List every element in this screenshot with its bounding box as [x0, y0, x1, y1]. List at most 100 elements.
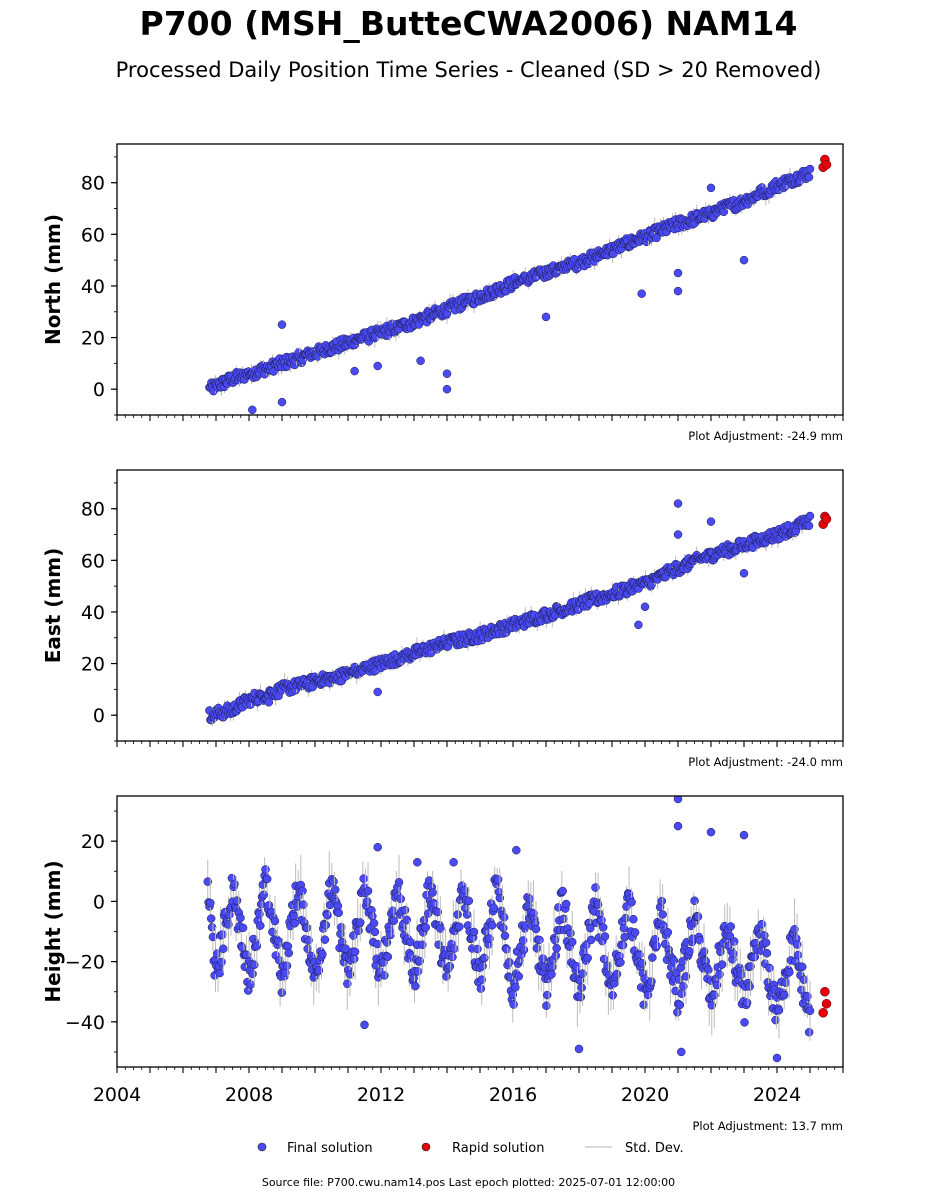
- height-data-point: [514, 972, 524, 981]
- height-data-point: [790, 925, 799, 934]
- north-ytick-label: 80: [81, 173, 105, 195]
- height-data-point: [248, 969, 257, 979]
- height-data-point: [428, 888, 437, 897]
- height-ytick-label: 0: [93, 891, 105, 913]
- height-data-point: [567, 937, 577, 947]
- height-data-point: [505, 957, 514, 967]
- east-rapid-point: [821, 514, 832, 524]
- height-outlier-point: [673, 821, 683, 831]
- legend-stddev-label: Std. Dev.: [625, 1141, 684, 1156]
- north-outlier-point: [637, 289, 646, 298]
- height-data-point: [236, 913, 245, 923]
- north-outlier-point: [248, 405, 257, 415]
- height-data-point: [343, 979, 352, 988]
- height-data-point: [206, 914, 216, 923]
- height-data-point: [675, 1000, 685, 1010]
- height-data-point: [505, 973, 515, 982]
- height-data-point: [695, 935, 704, 945]
- height-data-point: [396, 894, 405, 904]
- height-data-point: [685, 947, 694, 956]
- height-xtick-label: 2016: [489, 1084, 537, 1106]
- height-ylabel: Height (mm): [41, 860, 65, 1002]
- height-data-point: [469, 927, 479, 937]
- height-data-point: [270, 916, 280, 926]
- north-outlier-point: [739, 255, 749, 265]
- height-points: [203, 796, 832, 1063]
- height-data-point: [648, 953, 657, 962]
- height-data-point: [803, 992, 812, 1001]
- height-data-point: [433, 907, 443, 917]
- height-data-point: [232, 896, 242, 905]
- height-data-point: [627, 897, 636, 907]
- north-outlier-point: [277, 320, 287, 329]
- height-data-point: [793, 950, 803, 960]
- height-data-point: [679, 982, 688, 991]
- height-data-point: [554, 903, 563, 912]
- height-data-point: [356, 918, 365, 927]
- height-data-point: [415, 956, 424, 966]
- east-ytick-label: 80: [81, 499, 105, 521]
- height-data-point: [690, 896, 699, 906]
- east-panel: 0 20 40 60 80 East (mm) Plot Adjustment: -24.0…: [41, 469, 844, 769]
- height-xtick-label: 2008: [225, 1084, 273, 1106]
- height-outlier-point: [673, 796, 683, 804]
- height-data-point: [262, 874, 272, 884]
- height-data-point: [256, 921, 265, 930]
- north-outlier-point: [442, 384, 452, 394]
- height-data-point: [550, 935, 560, 945]
- height-data-point: [561, 899, 571, 909]
- north-outlier-point: [373, 361, 382, 371]
- height-data-point: [430, 899, 439, 908]
- height-outlier-point: [677, 1047, 686, 1057]
- height-data-point: [547, 970, 556, 979]
- height-data-point: [647, 977, 656, 986]
- height-rapid-point: [820, 986, 830, 997]
- height-data-point: [394, 878, 404, 887]
- height-data-point: [583, 953, 592, 963]
- east-outlier-point: [706, 517, 716, 526]
- height-data-point: [552, 944, 561, 953]
- height-data-point: [277, 988, 287, 997]
- height-data-point: [383, 952, 393, 962]
- height-data-point: [699, 947, 709, 956]
- height-data-point: [673, 1008, 682, 1017]
- north-data-point: [804, 172, 814, 182]
- height-data-point: [639, 1000, 648, 1010]
- east-ylabel: East (mm): [41, 548, 65, 664]
- height-data-point: [785, 967, 794, 977]
- height-data-point: [742, 998, 752, 1007]
- height-data-point: [282, 961, 292, 971]
- height-data-point: [717, 960, 727, 969]
- height-data-point: [480, 953, 489, 963]
- height-data-point: [373, 939, 382, 949]
- height-data-point: [740, 1018, 749, 1027]
- height-ytick-label: −20: [65, 952, 105, 974]
- height-data-point: [710, 990, 719, 1000]
- source-footer: Source file: P700.cwu.nam14.pos Last epo…: [261, 1176, 676, 1189]
- height-data-point: [658, 910, 667, 919]
- height-data-point: [224, 920, 233, 929]
- height-data-point: [331, 885, 340, 894]
- north-ytick-label: 0: [93, 379, 105, 401]
- height-data-point: [380, 971, 389, 980]
- north-outlier-point: [673, 286, 683, 296]
- height-data-point: [509, 1000, 518, 1009]
- height-data-point: [448, 952, 457, 962]
- height-data-point: [760, 931, 769, 940]
- height-data-point: [600, 932, 610, 941]
- height-data-point: [652, 941, 661, 951]
- height-data-point: [476, 984, 486, 993]
- height-data-point: [304, 936, 313, 945]
- height-data-point: [598, 923, 608, 932]
- height-data-point: [548, 962, 557, 972]
- height-data-point: [745, 982, 754, 991]
- height-data-point: [207, 923, 217, 932]
- height-data-point: [586, 923, 595, 933]
- height-data-point: [252, 941, 262, 951]
- legend-final-marker: [257, 1142, 267, 1152]
- height-panel: −40 −20 0 20 2004 2008 2012 2016 2020 2024 Height …: [41, 795, 844, 1133]
- height-adjustment-note: Plot Adjustment: 13.7 mm: [692, 1119, 843, 1133]
- height-xtick-label: 2004: [93, 1084, 141, 1106]
- height-data-point: [460, 885, 469, 895]
- height-data-point: [792, 940, 802, 949]
